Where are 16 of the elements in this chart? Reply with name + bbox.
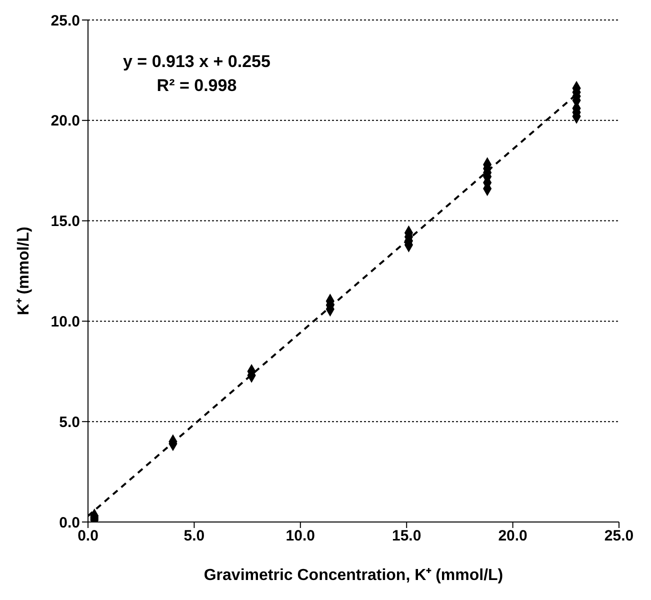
y-tick-label: 15.0 (50, 213, 80, 230)
y-tick-label: 5.0 (59, 414, 80, 431)
y-tick-label: 25.0 (50, 12, 80, 30)
x-tick-label: 10.0 (286, 528, 315, 545)
y-tick-label: 10.0 (50, 314, 80, 331)
x-tick-label: 15.0 (392, 528, 422, 545)
y-tick-label: 0.0 (59, 514, 80, 532)
y-tick-label: 20.0 (50, 112, 80, 130)
x-axis-title: Gravimetric Concentration, K⁺ (mmol/L) (204, 567, 504, 584)
annotation: R² = 0.998 (156, 75, 238, 97)
x-tick-label: 25.0 (604, 528, 634, 545)
x-tick-label: 20.0 (498, 528, 528, 545)
annotation: y = 0.913 x + 0.255 (123, 51, 270, 73)
y-axis-title: K⁺ (mmol/L) (16, 226, 33, 316)
x-tick-label: 0.0 (78, 528, 98, 545)
x-tick-label: 5.0 (184, 528, 205, 545)
